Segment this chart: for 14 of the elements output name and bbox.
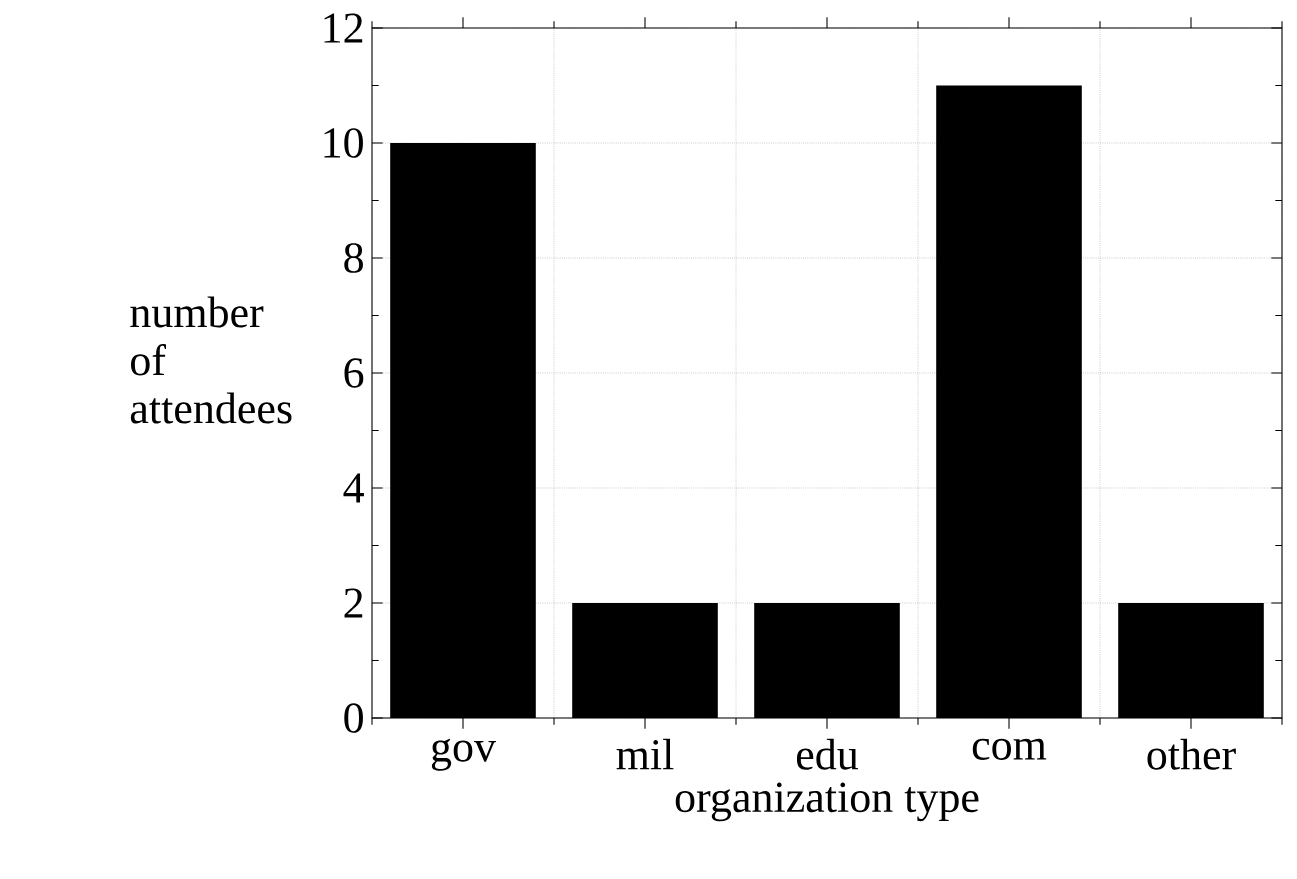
x-tick-label: gov (431, 738, 496, 771)
x-tick-label: other (1147, 738, 1236, 770)
x-axis-title: organization type (675, 782, 979, 822)
y-axis-title: number of attendees (130, 296, 292, 424)
y-tick-label: 12 (324, 13, 363, 43)
y-tick-label: 6 (344, 358, 364, 388)
x-tick-label: com (972, 738, 1047, 760)
y-tick-label: 2 (344, 588, 363, 618)
y-tick-label: 0 (344, 703, 363, 733)
y-tick-label: 10 (324, 128, 363, 158)
x-tick-label: edu (796, 738, 859, 770)
y-tick-label: 8 (344, 243, 363, 273)
y-tick-label: 4 (343, 473, 364, 503)
x-tick-label: mil (616, 738, 674, 770)
